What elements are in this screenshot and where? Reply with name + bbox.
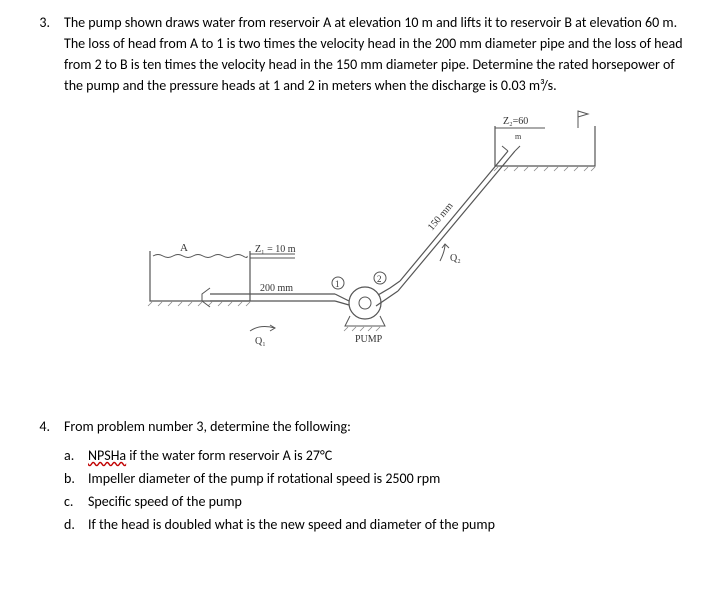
problem-3-number: 3. <box>30 12 64 96</box>
item-letter: b. <box>64 468 88 489</box>
pipe-horizontal: 200 mm <box>202 283 335 307</box>
elev-b-unit: m <box>515 132 522 141</box>
elev-b-label: Z₂=60 <box>503 116 528 127</box>
pump-diagram: A Z₁ = 10 m 200 mm Q₁ <box>120 106 620 406</box>
item-letter: d. <box>64 514 88 535</box>
problem-3: 3. The pump shown draws water from reser… <box>30 12 690 96</box>
flag-marker <box>578 111 588 128</box>
problem-4-item-b: b. Impeller diameter of the pump if rota… <box>64 468 690 489</box>
problem-4-item-c: c. Specific speed of the pump <box>64 491 690 512</box>
problem-4-subitems: a. NPSHa if the water form reservoir A i… <box>64 445 690 535</box>
reservoir-b <box>494 126 595 171</box>
point-2: 2 <box>374 272 400 306</box>
problem-4-intro: From problem number 3, determine the fol… <box>64 416 690 437</box>
label-a: A <box>180 242 188 254</box>
svg-text:1: 1 <box>335 279 340 289</box>
q1-arrow: Q₁ <box>250 325 275 347</box>
reservoir-a: A <box>148 242 250 306</box>
problem-4: 4. From problem number 3, determine the … <box>30 416 690 437</box>
item-text: Specific speed of the pump <box>88 491 690 512</box>
pump-label: PUMP <box>355 334 383 345</box>
pipe-diagonal: 150 mm Q₂ <box>398 146 520 291</box>
item-letter: a. <box>64 445 88 466</box>
problem-4-item-d: d. If the head is doubled what is the ne… <box>64 514 690 535</box>
elev-a-label: Z₁ = 10 m <box>255 244 296 255</box>
problem-4-number: 4. <box>30 416 64 437</box>
problem-3-text: The pump shown draws water from reservoi… <box>64 12 690 96</box>
svg-text:2: 2 <box>377 274 382 284</box>
q2-label: Q₂ <box>450 253 461 264</box>
item-text: If the head is doubled what is the new s… <box>88 514 690 535</box>
q1-label: Q₁ <box>255 336 266 347</box>
item-text: Impeller diameter of the pump if rotatio… <box>88 468 690 489</box>
pipe-a-label: 200 mm <box>260 283 293 294</box>
pump: PUMP <box>344 287 385 345</box>
item-text: NPSHa if the water form reservoir A is 2… <box>88 445 690 466</box>
problem-4-item-a: a. NPSHa if the water form reservoir A i… <box>64 445 690 466</box>
item-letter: c. <box>64 491 88 512</box>
